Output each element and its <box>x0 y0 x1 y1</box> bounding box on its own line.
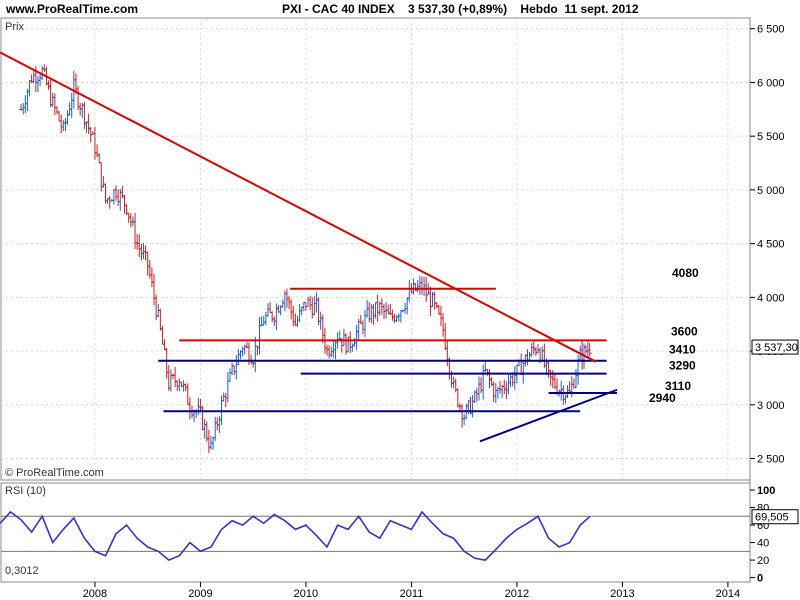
x-tick-label: 2013 <box>610 588 634 600</box>
trendline-1 <box>479 388 618 443</box>
trendline-0 <box>0 51 597 363</box>
rsi-tick-label: 0 <box>757 573 763 585</box>
chart-header: www.ProRealTime.com PXI - CAC 40 INDEX 3… <box>0 0 800 19</box>
price-panel-label: Prix <box>5 21 24 33</box>
rsi-tick-label: 100 <box>757 485 775 497</box>
price-tick-label: 6 000 <box>757 77 785 89</box>
price-grid <box>1 18 750 480</box>
price-tick-label: 4 500 <box>757 239 785 251</box>
last-price-label: 3 537,30 <box>755 342 798 354</box>
rsi-panel <box>0 482 751 583</box>
x-tick-label: 2008 <box>83 588 107 600</box>
rsi-line <box>0 510 591 562</box>
level-label-3110: 3110 <box>665 379 691 393</box>
level-label-3600: 3600 <box>671 324 698 338</box>
x-tick-label: 2012 <box>505 588 529 600</box>
x-ticks: 2008 2009 2010 2011 2012 2013 2014 <box>83 582 740 600</box>
x-tick-label: 2011 <box>400 588 424 600</box>
rsi-last-label: 69,505 <box>755 512 789 524</box>
candle <box>587 342 592 357</box>
rsi-min-label: 0,3012 <box>5 565 39 577</box>
rsi-grid <box>1 515 750 552</box>
price-tick-label: 5 000 <box>757 185 785 197</box>
chart-title: PXI - CAC 40 INDEX 3 537,30 (+0,89%) Heb… <box>282 2 639 16</box>
level-label-4080: 4080 <box>672 266 699 280</box>
level-label-2940: 2940 <box>649 391 676 405</box>
watermark: © ProRealTime.com <box>5 467 104 479</box>
x-tick-label: 2010 <box>294 588 318 600</box>
price-tick-label: 3 000 <box>757 400 785 412</box>
rsi-tick-label: 20 <box>757 555 769 567</box>
x-tick-label: 2009 <box>188 588 212 600</box>
rsi-series <box>0 510 591 562</box>
level-label-3290: 3290 <box>669 359 696 373</box>
price-tick-label: 2 500 <box>757 454 785 466</box>
price-tick-label: 6 500 <box>757 24 785 36</box>
x-tick-label: 2014 <box>716 588 740 600</box>
trendlines <box>0 51 618 443</box>
level-label-3410: 3410 <box>669 343 696 357</box>
price-tick-label: 5 500 <box>757 131 785 143</box>
rsi-tick-label: 40 <box>757 538 769 550</box>
rsi-panel-label: RSI (10) <box>5 485 46 497</box>
rsi-last-tag: 69,505 <box>751 509 799 525</box>
site-label[interactable]: www.ProRealTime.com <box>6 2 139 16</box>
price-tick-label: 4 000 <box>757 292 785 304</box>
price-panel <box>0 17 751 481</box>
last-price-tag: 3 537,30 <box>751 339 799 355</box>
